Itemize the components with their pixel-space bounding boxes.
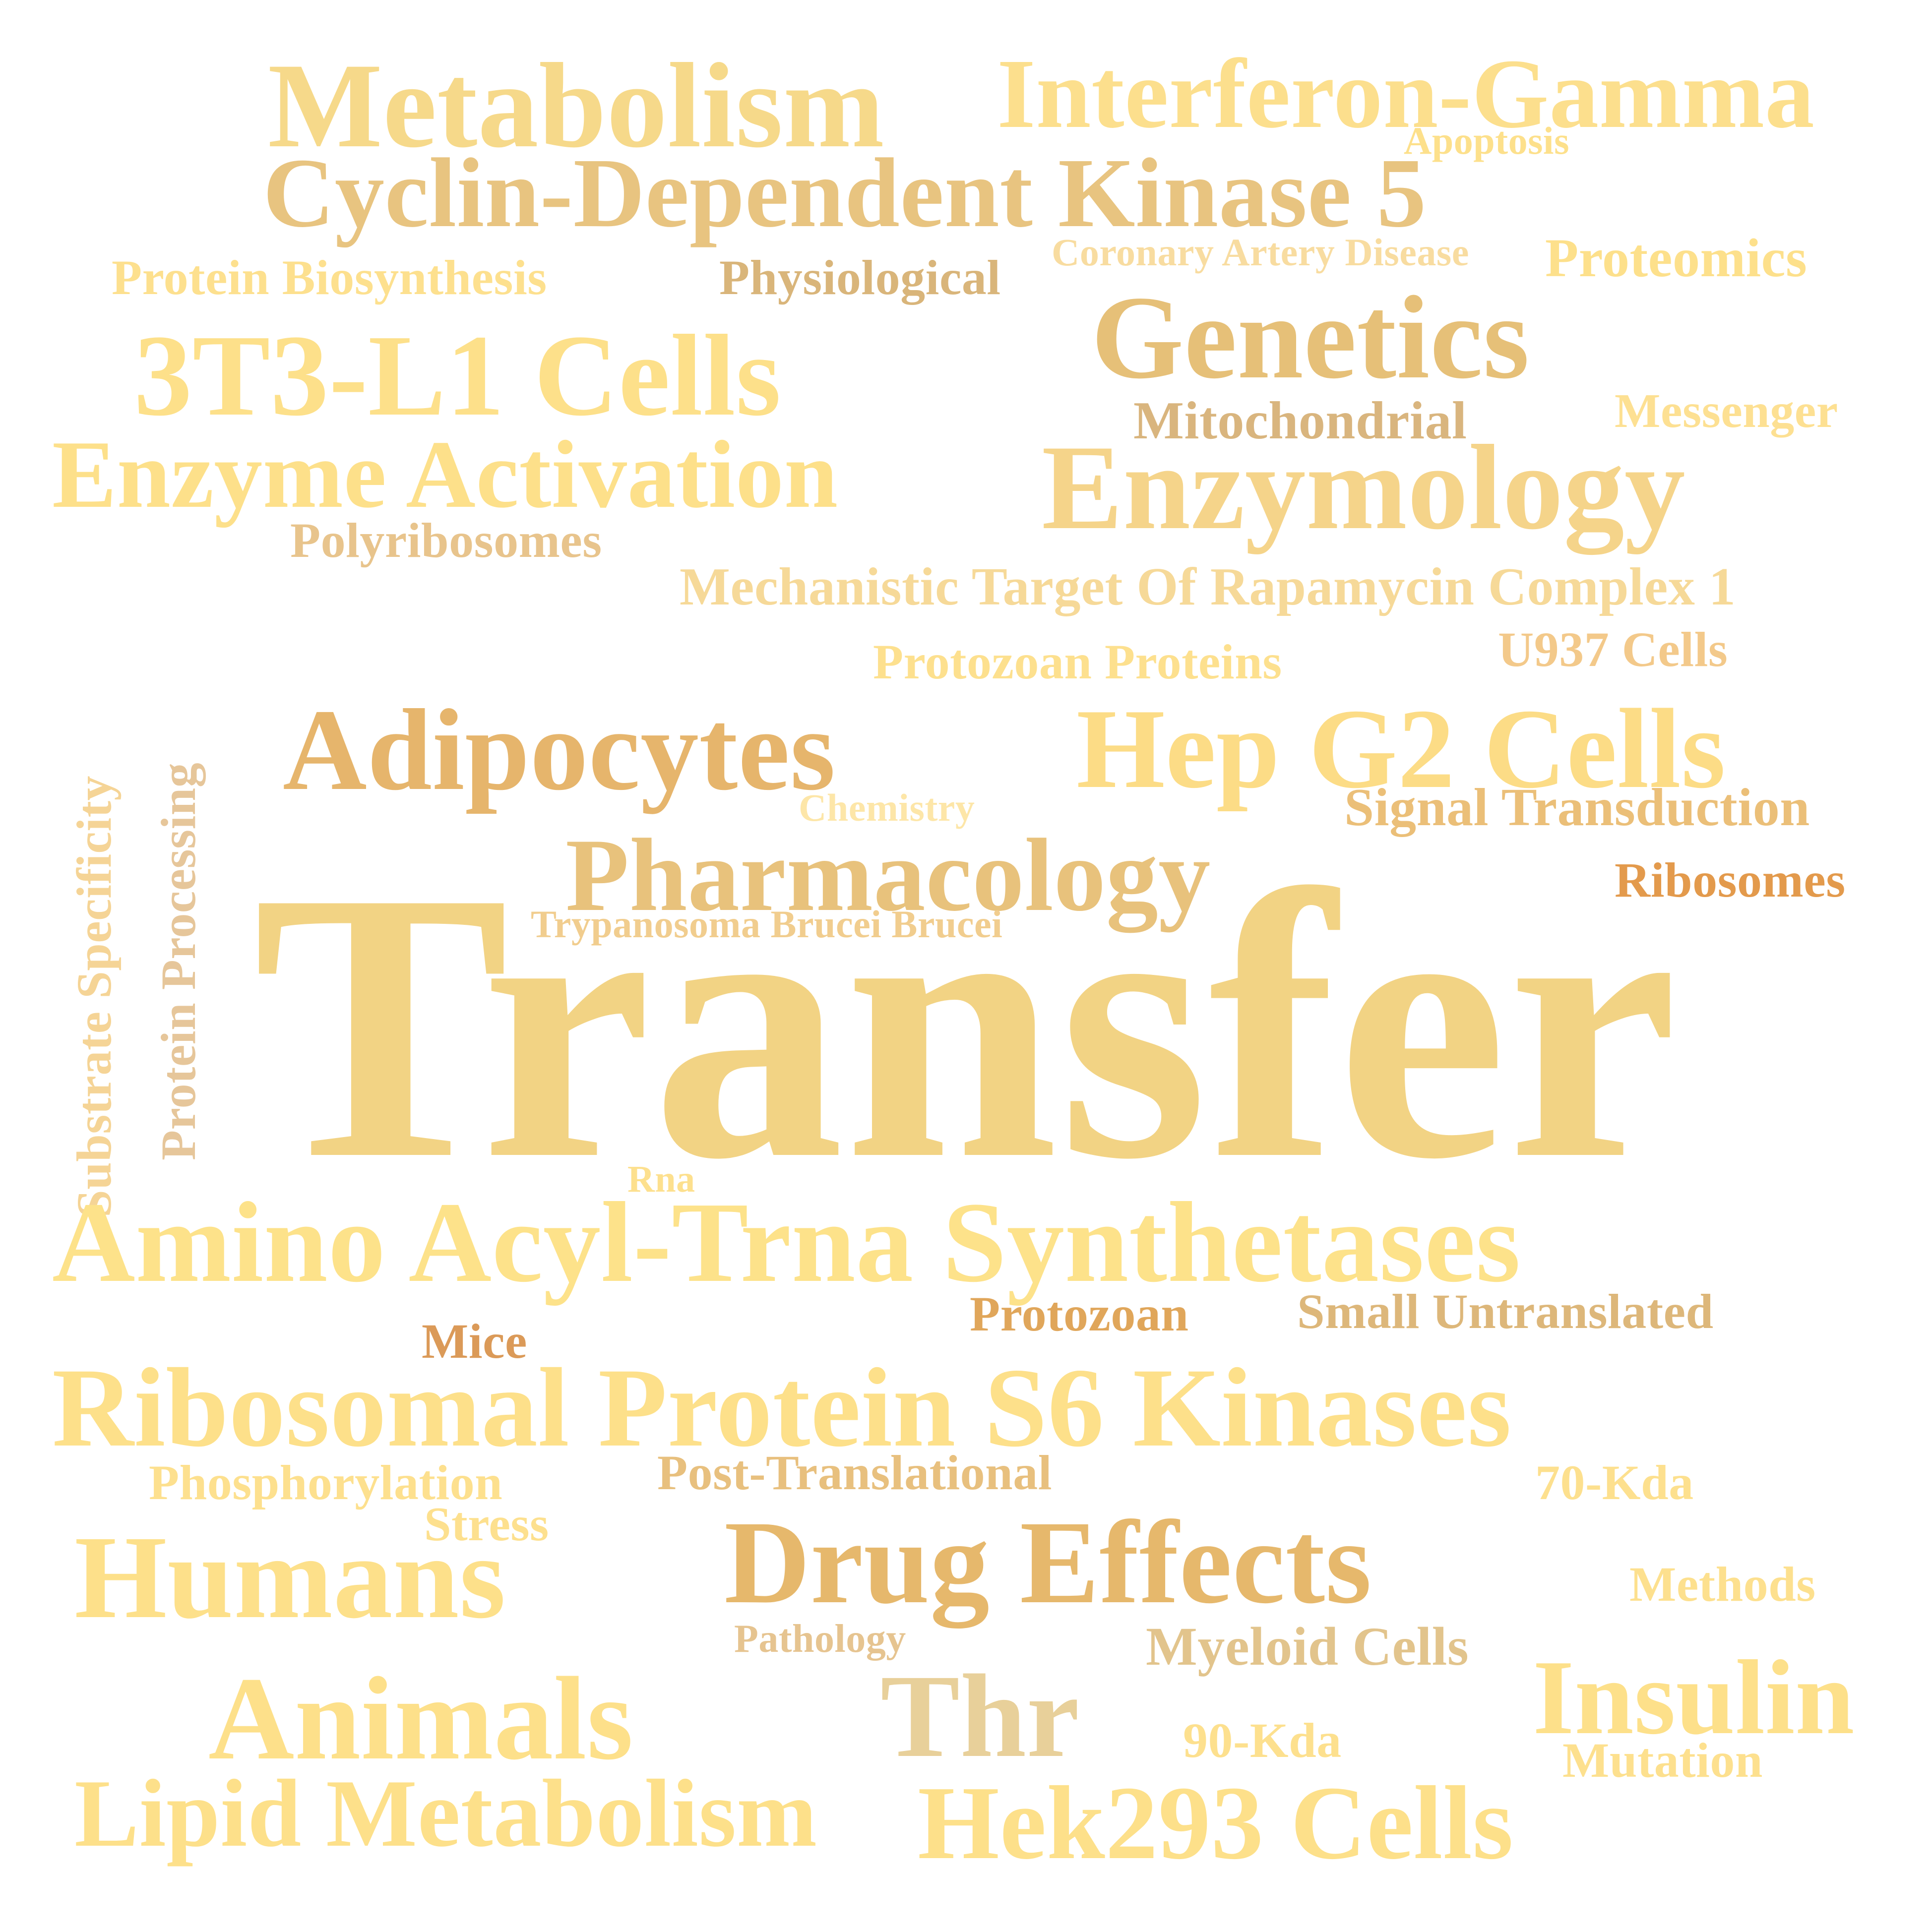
word-u937-cells: U937 Cells <box>1498 622 1728 677</box>
word-chemistry: Chemistry <box>799 786 975 829</box>
word-hek293-cells: Hek293 Cells <box>918 1764 1514 1881</box>
word-humans: Humans <box>74 1511 506 1643</box>
word-phosphorylation: Phosphorylation <box>149 1455 503 1510</box>
word-post-translational: Post-Translational <box>657 1445 1053 1500</box>
word-animals: Animals <box>208 1652 633 1784</box>
word-protein-biosynthesis: Protein Biosynthesis <box>112 250 547 305</box>
word-methods: Methods <box>1629 1557 1816 1612</box>
word-protozoan-proteins: Protozoan Proteins <box>873 634 1282 689</box>
word-adipocytes: Adipocytes <box>283 685 836 814</box>
word-cyclin-dependent-kinase-5: Cyclin-Dependent Kinase 5 <box>263 138 1427 248</box>
word-insulin: Insulin <box>1533 1638 1855 1756</box>
word-metabolism: Metabolism <box>268 38 885 173</box>
word-thr: Thr <box>880 1650 1080 1782</box>
word-small-untranslated: Small Untranslated <box>1297 1284 1714 1339</box>
word-pharmacology: Pharmacology <box>565 818 1211 933</box>
word-signal-transduction: Signal Transduction <box>1344 778 1810 837</box>
word-mice: Mice <box>422 1314 527 1369</box>
word-lipid-metabolism: Lipid Metabolism <box>74 1760 817 1867</box>
word-proteomics: Proteomics <box>1545 228 1807 288</box>
word-myeloid-cells: Myeloid Cells <box>1146 1616 1469 1677</box>
word-interferon-gamma: Interferon-Gamma <box>997 39 1815 149</box>
word-rna: Rna <box>627 1158 695 1200</box>
word-messenger: Messenger <box>1615 384 1838 438</box>
word-apoptosis: Apoptosis <box>1404 119 1569 162</box>
word-physiological: Physiological <box>719 250 1001 305</box>
word-90-kda: 90-Kda <box>1183 1713 1342 1768</box>
word-polyribosomes: Polyribosomes <box>290 513 602 568</box>
word-ribosomal-protein-s6-kinases: Ribosomal Protein S6 Kinases <box>52 1345 1512 1470</box>
word-hep-g2-cells: Hep G2 Cells <box>1076 685 1726 812</box>
word-70-kda: 70-Kda <box>1535 1455 1694 1510</box>
word-mitochondrial: Mitochondrial <box>1133 391 1467 450</box>
word-protozoan: Protozoan <box>970 1286 1189 1341</box>
word-enzymology: Enzymology <box>1042 420 1686 554</box>
word-genetics: Genetics <box>1091 271 1530 403</box>
word-protein-processing: Protein Processing <box>151 762 206 1160</box>
word-enzyme-activation: Enzyme Activation <box>52 421 838 528</box>
word-3t3-l1-cells: 3T3-L1 Cells <box>134 311 782 440</box>
word-amino-acyl-trna-synthetases: Amino Acyl-Trna Synthetases <box>52 1179 1521 1306</box>
word-drug-effects: Drug Effects <box>724 1496 1372 1628</box>
word-coronary-artery-disease: Coronary Artery Disease <box>1052 231 1469 274</box>
word-mtorc1: Mechanistic Target Of Rapamycin Complex … <box>680 557 1736 616</box>
word-trypanosoma-brucei-brucei: Trypanosoma Brucei Brucei <box>531 903 1003 946</box>
word-substrate-specificity: Substrate Specificity <box>66 776 122 1217</box>
word-pathology: Pathology <box>734 1617 906 1661</box>
word-ribosomes: Ribosomes <box>1615 852 1846 907</box>
word-stress: Stress <box>424 1498 549 1551</box>
word-mutation: Mutation <box>1562 1733 1763 1788</box>
word-transfer: Transfer <box>253 812 1679 1238</box>
